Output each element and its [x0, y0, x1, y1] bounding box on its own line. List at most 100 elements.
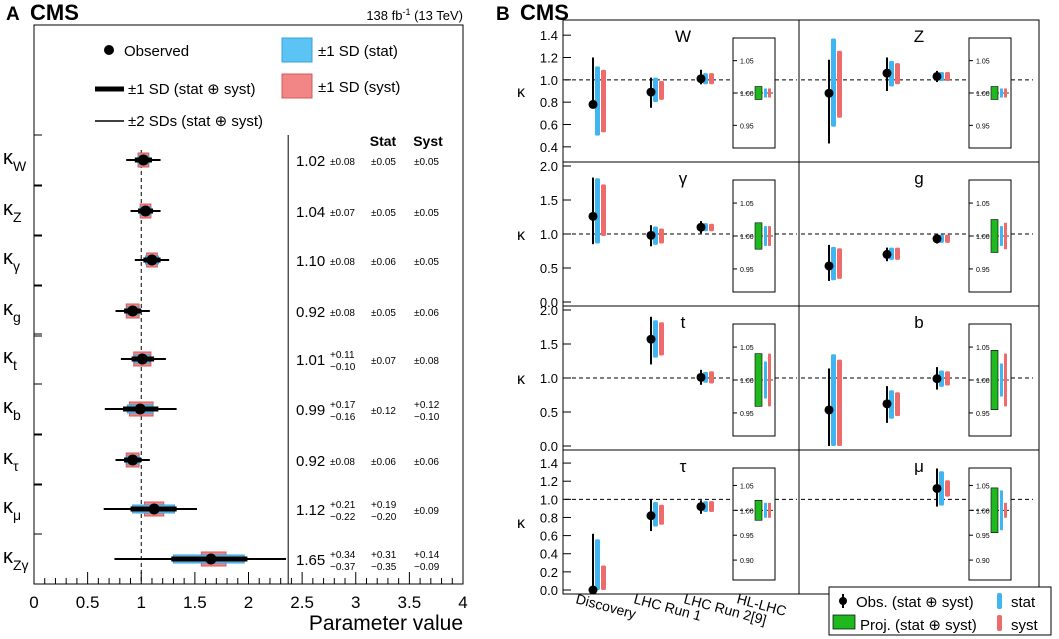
obs-marker — [932, 71, 942, 81]
y-tick-label: 0.5 — [540, 405, 558, 420]
proj-syst-bar — [768, 353, 771, 407]
inset-y-tick-label: 1.05 — [976, 345, 990, 352]
inset-y-tick-label: 0.95 — [976, 533, 990, 540]
stat-bar — [653, 320, 658, 358]
table-stat: ±0.12 — [371, 406, 396, 417]
table-syst: ±0.05 — [414, 257, 439, 268]
table-stat: ±0.05 — [371, 208, 396, 219]
proj-stat-bar — [1000, 88, 1003, 98]
syst-bar — [601, 565, 606, 590]
panel-b-coupling-label: Z — [914, 27, 924, 46]
obs-marker — [824, 88, 834, 98]
panel-a-experiment: CMS — [30, 0, 79, 25]
panel-b-experiment: CMS — [520, 0, 569, 25]
y-tick-label: 0.8 — [540, 95, 558, 110]
table-total: ±0.07 — [330, 208, 355, 219]
observed-marker — [146, 254, 158, 266]
y-tick-label: 0.0 — [540, 583, 558, 598]
legend-stat-swatch — [281, 37, 313, 63]
proj-syst-bar — [768, 502, 771, 518]
inset-y-tick-label: 1.00 — [740, 234, 754, 241]
syst-bar — [659, 228, 664, 244]
legend-syst-label: ±1 SD (syst) — [318, 79, 400, 96]
y-tick-label: 1.2 — [540, 474, 558, 489]
syst-bar — [895, 247, 900, 260]
y-tick-label: 0.6 — [540, 118, 558, 133]
table-syst: ±0.08 — [414, 356, 439, 367]
syst-bar — [945, 371, 950, 386]
inset-box — [968, 467, 1012, 581]
y-tick-label: 0.0 — [540, 295, 558, 310]
y-tick-label: 2.0 — [540, 303, 558, 318]
table-total-down: −0.37 — [330, 562, 356, 573]
table-syst-down: −0.09 — [414, 562, 440, 573]
inset-y-tick-label: 1.00 — [740, 378, 754, 385]
x-tick-label: 2 — [244, 593, 253, 612]
table-stat: ±0.05 — [371, 157, 396, 168]
panel-b-coupling-label: μ — [914, 457, 924, 476]
obs-marker — [646, 511, 656, 521]
x-tick-label: 4 — [458, 593, 467, 612]
legend-syst-swatch — [281, 73, 313, 99]
proj-total-bar — [990, 86, 999, 100]
proj-stat-bar — [764, 88, 767, 98]
proj-stat-bar — [1000, 490, 1003, 531]
inset-y-tick-label: 1.00 — [976, 508, 990, 515]
stat-bar — [653, 77, 658, 103]
x-tick-label: 3.5 — [398, 593, 422, 612]
table-syst: ±0.05 — [414, 157, 439, 168]
table-total-down: −0.10 — [330, 362, 356, 373]
panel-a: A CMS 138 fb-1 (13 TeV) 0 0.5 1 1.5 2 2.5 3 3.5… — [3, 0, 468, 635]
stat-bar — [831, 354, 836, 446]
syst-bar — [945, 480, 950, 497]
syst-bar — [709, 501, 714, 513]
obs-marker — [696, 502, 706, 512]
syst-bar — [895, 63, 900, 85]
proj-stat-bar — [1000, 226, 1003, 246]
table-total-up: +0.17 — [330, 400, 356, 411]
legend-stat-bar — [997, 593, 1002, 609]
obs-marker — [696, 74, 706, 84]
panel-a-lumi: 138 fb-1 (13 TeV) — [366, 7, 463, 23]
table-value: 1.04 — [296, 204, 325, 221]
legend-proj-label: Proj. (stat ⊕ syst) — [860, 617, 977, 634]
proj-syst-bar — [1004, 88, 1007, 98]
panel-b-frame — [562, 19, 1040, 595]
inset-y-tick-label: 0.90 — [740, 558, 754, 565]
inset-y-tick-label: 0.95 — [740, 123, 754, 130]
row-label: κτ — [3, 447, 19, 474]
inset-y-tick-label: 0.95 — [740, 411, 754, 418]
inset-y-tick-label: 0.95 — [740, 533, 754, 540]
panel-a-plot-area: 0 0.5 1 1.5 2 2.5 3 3.5 4 κW κZ κγ κg κt κb κτ κμ κZγ — [3, 134, 468, 612]
inset-y-tick-label: 1.05 — [740, 201, 754, 208]
x-tick-label: 0.5 — [76, 593, 100, 612]
panel-b-coupling-label: t — [681, 313, 686, 332]
panel-b: B CMS κ 0.4 0.6 0.8 1.0 1.2 1.4 κ 0.0 0.5 1.0 1.5 2.… — [496, 0, 1040, 628]
stat-bar — [889, 390, 894, 419]
obs-marker — [646, 334, 656, 344]
table-value: 1.65 — [296, 552, 325, 569]
y-tick-label: 1.0 — [540, 227, 558, 242]
row-label: κμ — [3, 496, 21, 523]
inset-y-tick-label: 1.05 — [740, 59, 754, 66]
legend-obs-label: Obs. (stat ⊕ syst) — [856, 594, 974, 611]
observed-marker — [127, 454, 139, 466]
table-total: ±0.08 — [330, 308, 355, 319]
syst-bar — [659, 322, 664, 356]
y-tick-label: 0.8 — [540, 510, 558, 525]
observed-marker — [136, 353, 148, 365]
proj-total-bar — [754, 353, 763, 407]
stat-bar — [595, 539, 600, 590]
panel-b-ylabel: κ — [517, 227, 526, 244]
y-tick-label: 0.4 — [540, 140, 558, 155]
proj-total-bar — [754, 222, 763, 250]
table-syst: ±0.09 — [414, 506, 439, 517]
table-value: 0.92 — [296, 304, 325, 321]
table-value: 1.02 — [296, 153, 325, 170]
obs-marker — [932, 483, 942, 493]
stat-bar — [595, 178, 600, 244]
legend-proj-swatch — [832, 614, 856, 630]
table-total-up: +0.11 — [330, 350, 355, 361]
proj-syst-bar — [1004, 502, 1007, 518]
